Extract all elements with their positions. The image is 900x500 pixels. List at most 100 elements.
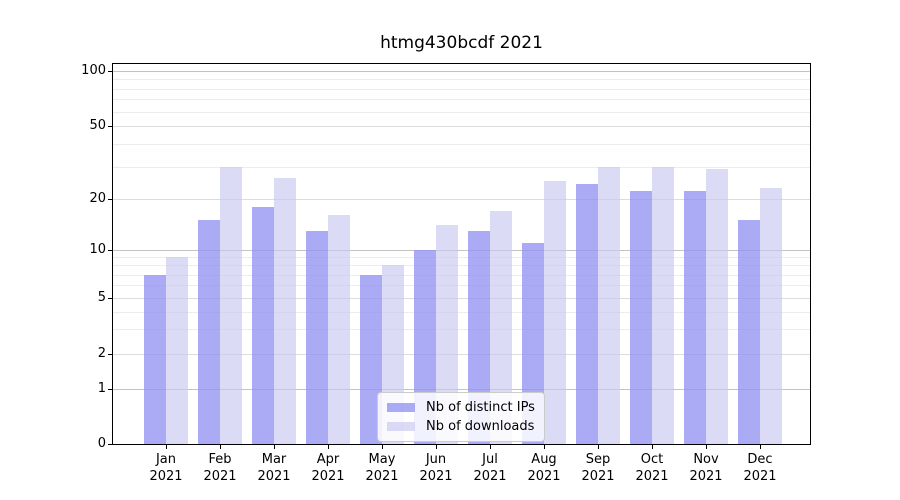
gridline [113,126,810,127]
x-tick-label: Feb 2021 [192,451,248,485]
bar-distinct-ips [360,275,382,444]
gridline [113,275,810,276]
legend-swatch-downloads [387,422,415,431]
gridline [113,89,810,90]
legend-item: Nb of downloads [387,417,535,436]
gridline [113,257,810,258]
bar-downloads [166,257,188,444]
gridline [113,265,810,266]
x-tick-mark [436,445,437,449]
y-tick-mark [108,250,112,251]
x-tick-label: Sep 2021 [570,451,626,485]
x-tick-year: 2021 [257,469,291,484]
gridline [113,298,810,299]
y-tick-mark [108,126,112,127]
gridline [113,285,810,286]
legend: Nb of distinct IPs Nb of downloads [377,392,545,442]
y-tick-mark [108,298,112,299]
x-tick-month: Jul [482,452,498,467]
x-tick-mark [220,445,221,449]
x-tick-mark [760,445,761,449]
x-tick-mark [652,445,653,449]
x-tick-year: 2021 [419,469,453,484]
gridline [113,250,810,251]
x-tick-year: 2021 [743,469,777,484]
bar-distinct-ips [252,207,274,444]
y-tick-mark [108,71,112,72]
bar-distinct-ips [684,191,706,444]
y-tick-mark [108,389,112,390]
legend-item: Nb of distinct IPs [387,398,535,417]
x-tick-month: Jun [425,452,447,467]
x-tick-month: Sep [585,452,611,467]
bar-downloads [706,169,728,444]
x-tick-label: Jan 2021 [138,451,194,485]
gridline [113,71,810,72]
gridline [113,167,810,168]
bar-downloads [598,167,620,444]
x-tick-mark [598,445,599,449]
x-tick-mark [706,445,707,449]
bar-distinct-ips [144,275,166,444]
gridline [113,354,810,355]
x-tick-year: 2021 [473,469,507,484]
x-tick-mark [382,445,383,449]
x-tick-label: Dec 2021 [732,451,788,485]
bar-downloads [274,178,296,444]
gridline [113,389,810,390]
x-tick-month: Nov [693,452,719,467]
y-tick-label: 0 [97,436,106,451]
gridline [113,144,810,145]
gridline [113,329,810,330]
gridline [113,112,810,113]
y-tick-label: 100 [81,63,106,78]
x-tick-month: Dec [747,452,773,467]
x-tick-label: Aug 2021 [516,451,572,485]
legend-swatch-distinct-ips [387,403,415,412]
gridline [113,312,810,313]
legend-label: Nb of downloads [426,419,535,434]
x-tick-year: 2021 [365,469,399,484]
y-tick-label: 5 [97,290,106,305]
x-tick-month: Mar [261,452,287,467]
x-tick-label: May 2021 [354,451,410,485]
bar-downloads [436,225,458,444]
x-tick-month: Apr [316,452,340,467]
y-tick-mark [108,199,112,200]
bar-downloads [544,181,566,444]
x-tick-label: Nov 2021 [678,451,734,485]
x-tick-month: Jan [155,452,177,467]
bar-distinct-ips [306,231,328,444]
x-tick-year: 2021 [581,469,615,484]
x-tick-month: Aug [531,452,557,467]
y-tick-label: 2 [97,346,106,361]
y-tick-label: 20 [89,191,106,206]
gridline [113,199,810,200]
y-tick-label: 10 [89,242,106,257]
x-tick-mark [490,445,491,449]
bar-downloads [652,167,674,444]
y-tick-mark [108,444,112,445]
bar-downloads [760,188,782,444]
x-tick-month: May [368,452,396,467]
x-tick-year: 2021 [311,469,345,484]
x-tick-label: Oct 2021 [624,451,680,485]
x-tick-year: 2021 [689,469,723,484]
x-tick-label: Mar 2021 [246,451,302,485]
bar-downloads [490,211,512,444]
x-tick-label: Jun 2021 [408,451,464,485]
gridline [113,79,810,80]
x-tick-month: Feb [208,452,232,467]
chart-title: htmg430bcdf 2021 [380,33,543,53]
x-tick-mark [328,445,329,449]
bar-distinct-ips [630,191,652,444]
x-tick-label: Jul 2021 [462,451,518,485]
x-tick-label: Apr 2021 [300,451,356,485]
x-tick-month: Oct [640,452,664,467]
x-tick-year: 2021 [527,469,561,484]
bar-distinct-ips [738,220,760,444]
x-tick-mark [166,445,167,449]
bar-distinct-ips [468,231,490,444]
plot-area: 0 1 2 5 10 20 50 100 Jan 2021 Feb 2021 Mar 2021 Apr 202… [81,63,811,484]
